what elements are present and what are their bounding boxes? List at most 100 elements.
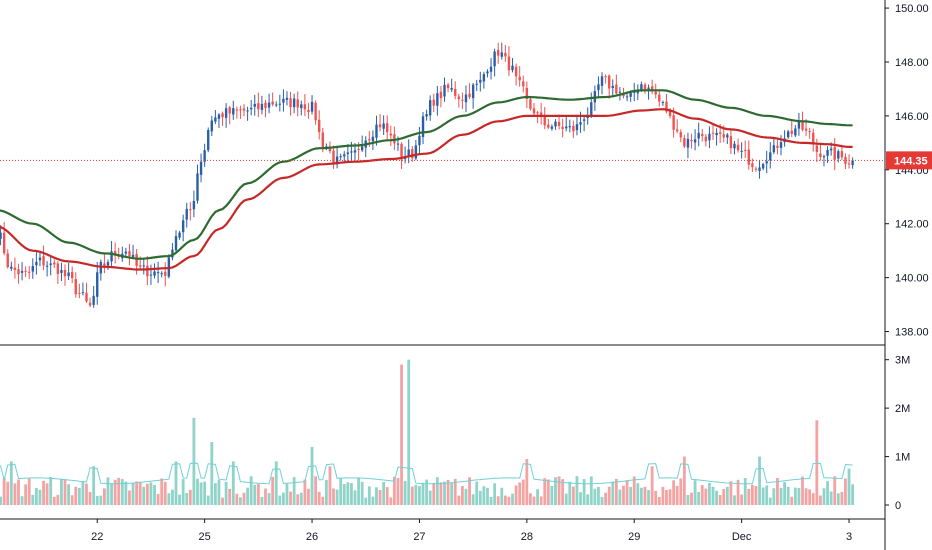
candle [421, 112, 425, 145]
volume-bar [224, 481, 228, 505]
candle [275, 101, 278, 108]
candle [597, 76, 600, 98]
candle [647, 84, 650, 100]
volume-bar [582, 479, 586, 505]
volume-bar [650, 466, 654, 505]
volume-bar [729, 481, 733, 505]
volume-bar [697, 491, 701, 505]
price-pane[interactable] [0, 42, 854, 308]
candle [375, 115, 378, 146]
volume-bar [264, 488, 267, 505]
volume-bar [346, 482, 350, 505]
candle [407, 139, 410, 164]
candle [604, 74, 607, 84]
volume-bar [511, 493, 514, 505]
candle [189, 202, 192, 221]
candle [296, 91, 299, 117]
volume-axis[interactable]: 3M 2M 1M 0 [885, 355, 910, 512]
volume-bar [661, 486, 665, 505]
volume-bar [647, 490, 650, 505]
candle [239, 105, 242, 120]
volume-bar [181, 479, 185, 505]
volume-bar [715, 490, 718, 505]
candle [514, 63, 518, 86]
candle [636, 84, 640, 101]
ma-fast-line [0, 108, 853, 271]
candle [726, 133, 729, 145]
volume-bar [586, 494, 590, 505]
candle [99, 259, 103, 281]
candle [17, 263, 20, 284]
candle [207, 127, 210, 153]
volume-bar [518, 482, 522, 505]
volume-bar [482, 486, 486, 505]
volume-bar [507, 496, 511, 505]
candle [389, 125, 392, 146]
candle [439, 86, 443, 108]
price-axis[interactable]: 150.00148.00146.00144.00142.00140.00138.… [885, 3, 929, 339]
volume-bar [672, 480, 676, 505]
volume-bar [428, 490, 432, 505]
candle [332, 145, 335, 169]
candle [24, 266, 27, 278]
time-tick-label: 25 [199, 531, 211, 543]
volume-bar [117, 477, 121, 505]
volume-pane[interactable] [0, 359, 855, 505]
volume-bar [17, 479, 20, 505]
candle [38, 252, 42, 267]
time-tick-label: 28 [521, 531, 533, 543]
candle [393, 126, 396, 151]
candle [547, 118, 550, 129]
volume-bar [543, 478, 547, 505]
volume-bar [768, 497, 772, 505]
volume-bar [103, 488, 106, 505]
volume-bar [686, 494, 690, 505]
candle [679, 129, 682, 143]
volume-bar [310, 446, 314, 505]
volume-bar [425, 479, 428, 505]
volume-bar [829, 491, 833, 505]
volume-bar [464, 488, 468, 505]
volume-bar [210, 442, 214, 505]
candle [590, 92, 593, 119]
candle [744, 140, 747, 159]
candle [242, 104, 246, 117]
volume-tick-label: 1M [895, 452, 910, 464]
volume-bar [400, 364, 403, 505]
candle [113, 242, 117, 264]
candle [611, 79, 614, 98]
volume-bar [163, 481, 167, 505]
volume-bar [772, 488, 776, 505]
volume-tick-label: 0 [895, 500, 901, 512]
volume-bar [589, 476, 593, 505]
candle [643, 82, 647, 94]
candle [736, 138, 740, 153]
time-axis[interactable]: 22 25 26 27 28 29 Dec 3 [91, 519, 852, 543]
volume-bar [618, 489, 622, 505]
volume-bar [156, 493, 160, 505]
time-tick-label: 27 [413, 531, 425, 543]
volume-bar [34, 487, 38, 505]
candle [794, 125, 797, 138]
volume-bar [443, 481, 446, 505]
volume-bar [235, 493, 239, 505]
volume-bar [439, 482, 443, 505]
candle [532, 102, 536, 116]
candle [289, 91, 292, 116]
volume-bar [88, 491, 92, 505]
volume-bar [20, 496, 24, 505]
candle [128, 243, 131, 266]
candle [471, 82, 475, 109]
volume-bar [13, 483, 17, 505]
volume-bar [643, 486, 647, 505]
volume-ma-line [0, 462, 853, 485]
volume-bar [847, 468, 851, 505]
candle [185, 202, 188, 228]
volume-bar [733, 495, 736, 505]
volume-bar [367, 486, 371, 505]
ma-slow-line [0, 89, 853, 260]
volume-tick-label: 2M [895, 403, 910, 415]
candle [554, 119, 557, 130]
volume-bar [99, 495, 103, 505]
